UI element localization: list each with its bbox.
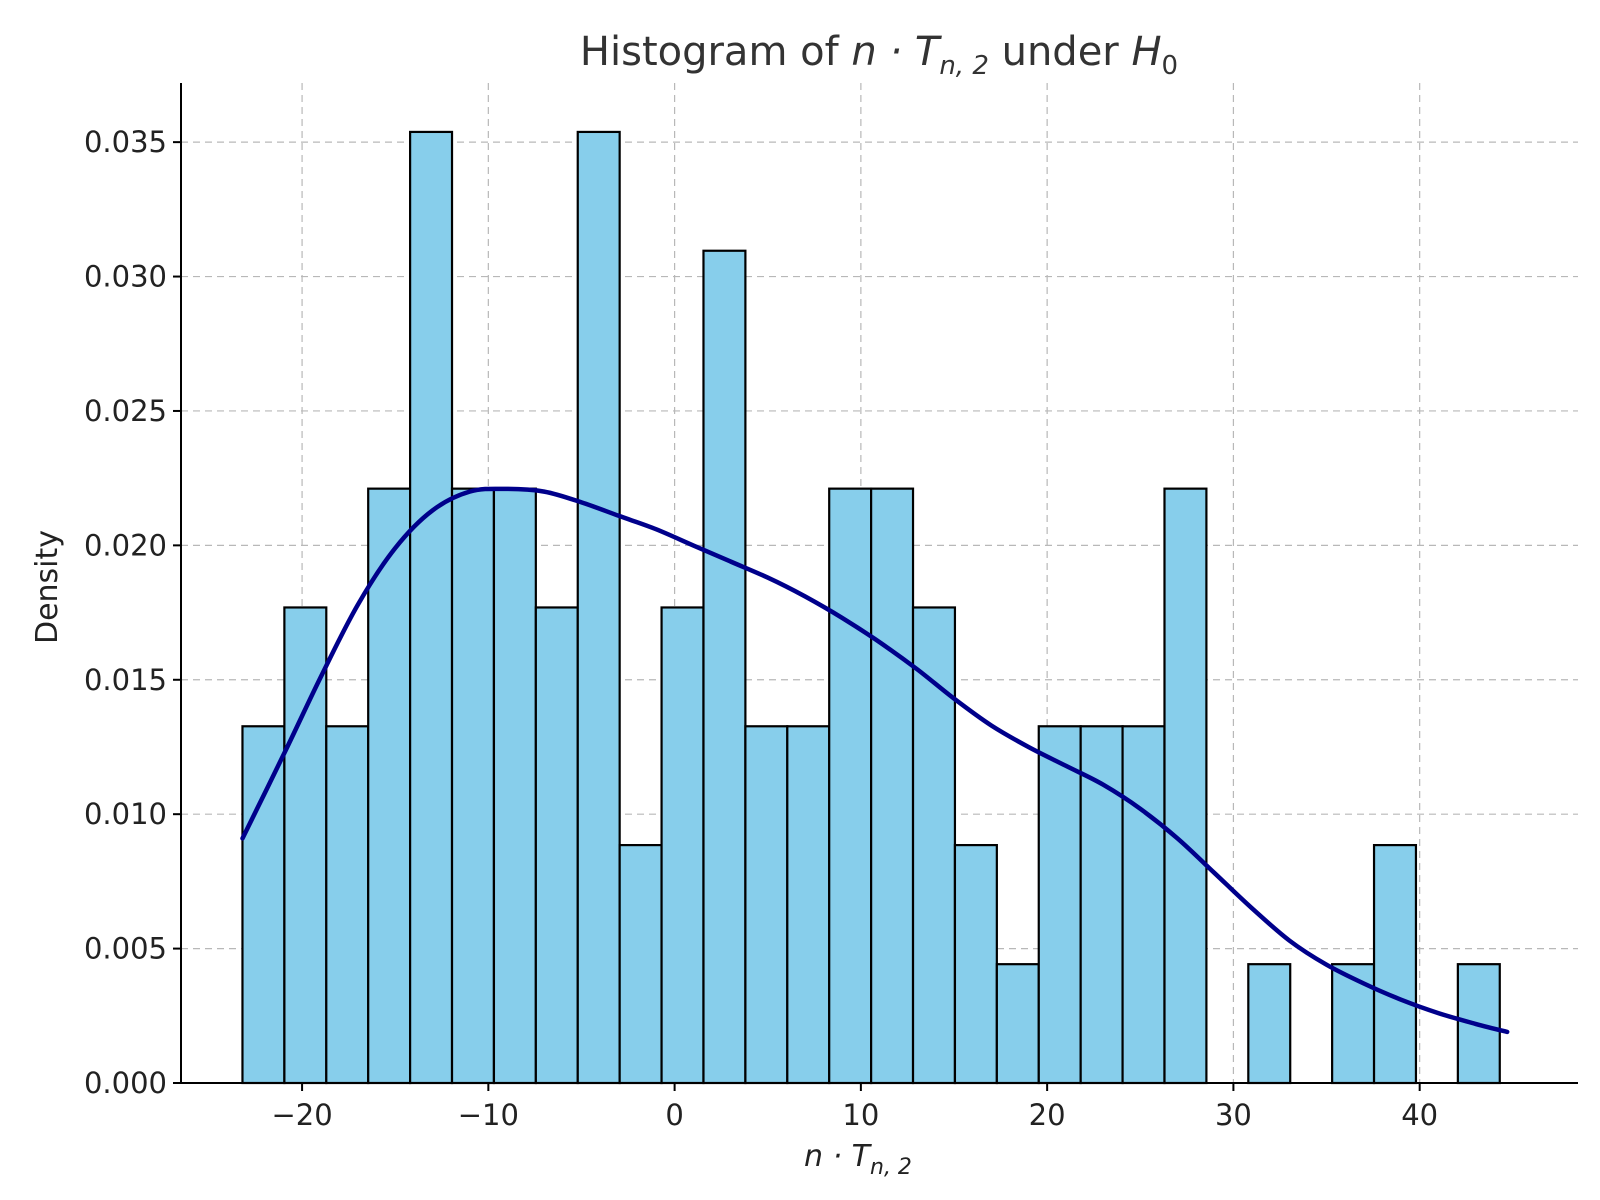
histogram-bar-14 [828, 487, 873, 1085]
histogram-bars [241, 130, 1501, 1085]
histogram-bar-7 [534, 606, 579, 1085]
x-tick-label: 20 [1029, 1098, 1066, 1132]
y-tick-label: 0.020 [84, 528, 167, 562]
histogram-bar-8 [576, 130, 621, 1085]
x-tick-label: 40 [1401, 1098, 1438, 1132]
histogram-bar-26 [1331, 963, 1376, 1085]
y-tick-label: 0.035 [84, 125, 167, 159]
x-tick-label: −10 [458, 1098, 519, 1132]
y-tick-label: 0.030 [84, 260, 167, 294]
title-hypothesis-subscript: 0 [1162, 51, 1179, 81]
histogram-bar-24 [1247, 963, 1292, 1085]
y-tick-label: 0.000 [84, 1066, 167, 1100]
y-axis-label: Density [30, 530, 65, 644]
x-tick-label: 30 [1215, 1098, 1252, 1132]
histogram-bar-13 [786, 725, 831, 1085]
x-axis-label-variable: n · T [804, 1139, 873, 1174]
histogram-bar-18 [995, 963, 1040, 1085]
chart-title: Histogram of n · Tn, 2 under H0 [580, 29, 1178, 81]
histogram-bar-10 [660, 606, 705, 1085]
y-tick-label: 0.010 [84, 797, 167, 831]
x-tick-label: 0 [665, 1098, 683, 1132]
histogram-bar-5 [450, 487, 496, 1085]
title-prefix: Histogram of [580, 29, 851, 75]
histogram-bar-0 [241, 725, 286, 1085]
y-tick-label: 0.015 [84, 663, 167, 697]
title-statistic: n · T [851, 29, 942, 75]
title-hypothesis: H [1131, 29, 1161, 75]
histogram-bar-11 [702, 249, 747, 1085]
histogram-bar-16 [911, 606, 957, 1085]
histogram-bar-9 [618, 843, 663, 1085]
y-tick-label: 0.025 [84, 394, 167, 428]
x-tick-label: 10 [842, 1098, 879, 1132]
x-axis-label-subscript: n, 2 [870, 1155, 912, 1180]
x-tick-label: −20 [271, 1098, 332, 1132]
histogram-bar-19 [1037, 725, 1082, 1085]
density-curve-layer [240, 486, 1510, 1035]
histogram-bar-20 [1079, 725, 1124, 1085]
histogram-bar-4 [409, 130, 454, 1085]
y-tick-label: 0.005 [84, 932, 167, 966]
histogram-bar-27 [1372, 843, 1418, 1085]
histogram-bar-17 [953, 843, 998, 1085]
histogram-bar-22 [1163, 487, 1208, 1085]
x-axis-label: n · Tn, 2 [804, 1139, 912, 1180]
density-curve [240, 486, 1510, 1035]
histogram-bar-6 [492, 487, 537, 1085]
x-axis-ticks: −20 −10 0 10 20 30 40 [271, 1083, 1438, 1132]
histogram-bar-21 [1121, 725, 1166, 1085]
histogram-bar-15 [870, 487, 915, 1085]
axes [180, 83, 1578, 1084]
y-axis-ticks: 0.000 0.005 0.010 0.015 0.020 0.025 0.030 0.035 [84, 125, 181, 1100]
histogram-bar-2 [325, 725, 370, 1085]
title-middle: under [989, 29, 1132, 75]
title-statistic-subscript: n, 2 [939, 51, 989, 81]
histogram-bar-12 [744, 725, 789, 1085]
